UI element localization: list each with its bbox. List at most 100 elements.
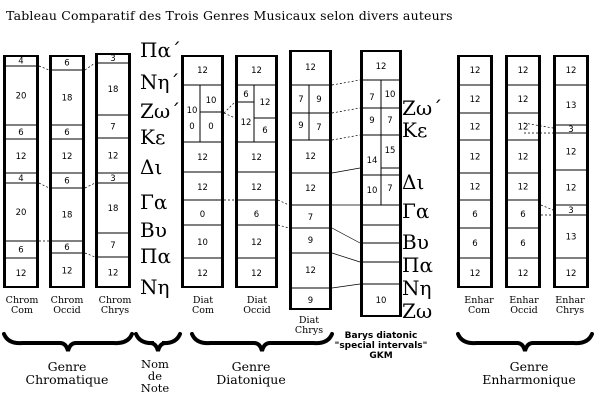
column-8-cell-value: 12 [518, 95, 529, 105]
right-note-name-pa: Πα [402, 253, 433, 277]
note-name-di: Δι [140, 155, 163, 179]
column-5-cell-value: 12 [305, 266, 316, 276]
column-1-cell-value: 6 [64, 59, 69, 69]
column-3-cell-value: 12 [197, 66, 208, 76]
column-9-cell-value: 13 [566, 101, 577, 111]
connector-line [38, 65, 50, 71]
column-2-cell-value: 7 [110, 241, 115, 251]
column-5-cell-value: 7 [298, 95, 303, 105]
column-8-cell-value: 12 [518, 183, 529, 193]
column-5-cell-value: 9 [298, 121, 303, 131]
col-label-chrom-occid: Chrom Occid [50, 295, 84, 316]
connector-line [523, 122, 554, 129]
column-2-cell-value: 12 [108, 269, 119, 279]
column-9-cell-value: 12 [566, 66, 577, 76]
diagram-title: Tableau Comparatif des Trois Genres Musi… [6, 8, 453, 23]
column-2-cell-value: 12 [108, 152, 119, 162]
column-3-cell-value: 12 [197, 153, 208, 163]
column-4-cell-value: 6 [254, 210, 259, 220]
connector-line [38, 182, 50, 189]
right-note-name-ga: Γα [402, 199, 430, 223]
column-5-cell-value: 7 [308, 213, 313, 223]
column-1-cell-value: 12 [62, 152, 73, 162]
right-note-name-vou: Βυ [402, 230, 429, 254]
column-2-cell-value: 3 [110, 174, 115, 184]
column-9-cell-value: 3 [568, 206, 573, 216]
column-1-cell-value: 12 [62, 267, 73, 277]
note-name-zo-prime: Ζω΄ [140, 99, 181, 123]
note-name-pa-prime: Πα΄ [140, 38, 181, 62]
column-9-body [556, 57, 586, 286]
column-4-cell-value: 6 [243, 90, 248, 100]
column-7-cell-value: 12 [470, 269, 481, 279]
connector-line [84, 182, 96, 189]
column-8-cell-value: 6 [520, 239, 525, 249]
connector-line [331, 107, 361, 114]
connector-line [331, 227, 361, 244]
connector-line [331, 167, 361, 174]
column-3-cell-value: 12 [197, 269, 208, 279]
column-4-cell-value: 12 [251, 66, 262, 76]
column-6-cell-value: 10 [367, 186, 378, 196]
column-5-cell-value: 9 [308, 296, 313, 306]
note-name-ga: Γα [140, 190, 168, 214]
column-6-cell-value: 10 [385, 90, 396, 100]
column-4-cell-value: 12 [251, 238, 262, 248]
column-2-body [98, 55, 128, 286]
col-label-enhar-chrys: Enhar Chrys [555, 295, 585, 316]
connector-line [331, 252, 361, 263]
column-7-body [460, 57, 490, 286]
column-3-cell-value: 0 [200, 210, 205, 220]
column-1-body [52, 57, 82, 286]
column-5-cell-value: 9 [308, 236, 313, 246]
column-2-cell-value: 3 [110, 54, 115, 64]
column-0-cell-value: 20 [16, 208, 27, 218]
column-4-cell-value: 12 [251, 153, 262, 163]
connector-line [331, 79, 361, 86]
column-5-cell-value: 12 [305, 184, 316, 194]
note-name-vou: Βυ [140, 218, 167, 242]
column-8-cell-value: 12 [518, 66, 529, 76]
column-7-cell-value: 6 [472, 210, 477, 220]
column-4-cell-value: 12 [251, 183, 262, 193]
column-6-cell-value: 12 [376, 62, 387, 72]
column-6-cell-value: 10 [376, 296, 387, 306]
col-label-diat-com: Diat Com [192, 295, 214, 316]
col-label-diat-occid: Diat Occid [243, 295, 271, 316]
column-3-cell-value: 0 [208, 122, 213, 132]
col-label-chrom-chrys: Chrom Chrys [98, 295, 132, 316]
column-9-cell-value: 12 [566, 269, 577, 279]
column-0-cell-value: 20 [16, 92, 27, 102]
column-1-cell-value: 18 [62, 211, 73, 221]
column-3-cell-value: 10 [187, 106, 198, 116]
right-note-name-di: Δι [402, 170, 425, 194]
column-6-cell-value: 9 [369, 116, 374, 126]
nom-de-note-label: Nom de Note [140, 357, 170, 395]
note-name-ke: Κε [140, 125, 166, 149]
column-8-cell-value: 12 [518, 123, 529, 133]
column-9-cell-value: 13 [566, 233, 577, 243]
genre-chromatique-label: Genre Chromatique [25, 359, 109, 387]
right-note-name-ke: Κε [402, 118, 428, 142]
column-7-cell-value: 12 [470, 153, 481, 163]
connector-line [277, 199, 290, 206]
column-5-cell-value: 7 [316, 123, 321, 133]
column-8-cell-value: 12 [518, 269, 529, 279]
column-1-cell-value: 6 [64, 243, 69, 253]
column-7-cell-value: 12 [470, 95, 481, 105]
note-name-ni: Νη [140, 275, 170, 299]
column-9-cell-value: 12 [566, 184, 577, 194]
column-1-cell-value: 6 [64, 177, 69, 187]
column-4-cell-value: 12 [251, 269, 262, 279]
connector-line [331, 283, 361, 289]
column-1-cell-value: 18 [62, 94, 73, 104]
column-6-cell-value: 15 [385, 146, 396, 156]
genre-diatonique-label: Genre Diatonique [216, 359, 286, 387]
genre-brace [2, 332, 134, 352]
right-note-name-zo: Ζω [402, 299, 433, 323]
column-7-cell-value: 6 [472, 239, 477, 249]
col-label-diat-chrys: Diat Chrys [294, 315, 324, 336]
genre-enharmonique-label: Genre Enharmonique [482, 359, 576, 387]
column-9-cell-value: 12 [566, 148, 577, 158]
column-0-cell-value: 4 [18, 57, 23, 67]
